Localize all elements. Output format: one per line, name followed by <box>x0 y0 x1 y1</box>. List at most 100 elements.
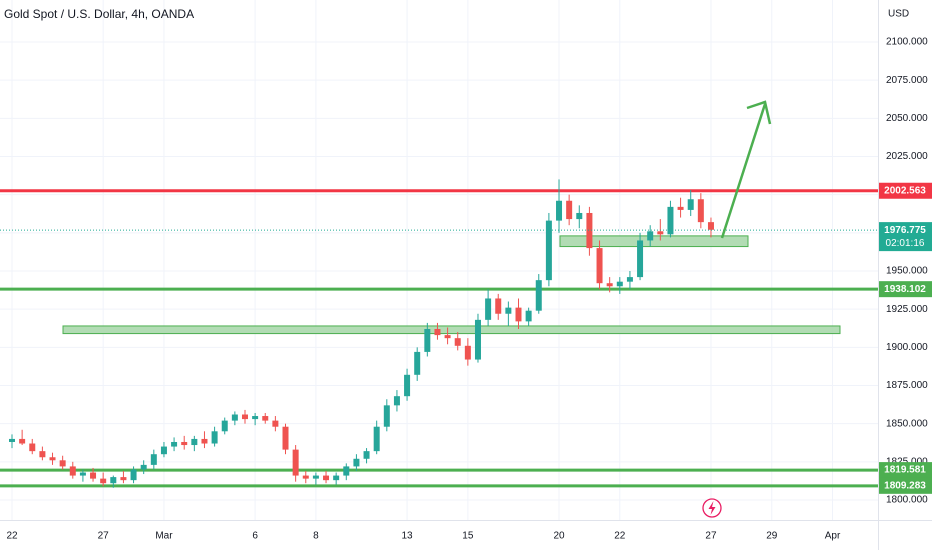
x-tick-label: 20 <box>553 531 565 542</box>
x-tick-label: 6 <box>252 531 258 542</box>
candle-body <box>181 441 188 446</box>
candle-body <box>424 329 431 352</box>
chart-title: Gold Spot / U.S. Dollar, 4h, OANDA <box>4 7 194 21</box>
zone <box>62 325 841 335</box>
candle-body <box>171 441 178 447</box>
candle-body <box>535 280 542 311</box>
event-icon[interactable] <box>702 498 722 518</box>
candle-body <box>576 212 583 220</box>
candle-body <box>69 466 76 476</box>
candle-body <box>404 374 411 397</box>
candle-body <box>545 220 552 281</box>
candle-body <box>596 248 603 284</box>
candle-body <box>262 416 269 421</box>
level-tag <box>879 477 932 494</box>
candle-body <box>59 460 66 467</box>
level-tag <box>879 281 932 298</box>
candle-body <box>110 477 117 484</box>
candle-body <box>474 319 481 360</box>
y-tick-label: 1875.000 <box>886 380 928 391</box>
y-tick-label: 2050.000 <box>886 113 928 124</box>
candle-body <box>363 451 370 459</box>
candle-body <box>505 307 512 314</box>
candle-body <box>343 466 350 476</box>
candle-body <box>485 298 492 320</box>
plot <box>0 179 878 488</box>
candle-body <box>90 472 97 479</box>
candle-body <box>323 475 330 481</box>
candle-body <box>353 458 360 467</box>
candle-body <box>383 405 390 427</box>
forecast-arrow <box>720 100 772 239</box>
x-tick-label: 8 <box>313 531 319 542</box>
candle-body <box>454 338 461 346</box>
last-price-tag <box>879 222 932 252</box>
y-tick-label: 1825.000 <box>886 456 928 467</box>
candle-body <box>697 199 704 223</box>
y-tick-label: 1900.000 <box>886 342 928 353</box>
candle-body <box>191 438 198 446</box>
y-tick-label: 1925.000 <box>886 304 928 315</box>
candle-body <box>231 414 238 421</box>
candle-body <box>616 281 623 287</box>
x-tick-label: 27 <box>98 531 110 542</box>
candle-body <box>606 283 613 287</box>
x-tick-label: 13 <box>402 531 414 542</box>
candle-body <box>49 457 56 461</box>
level-tag <box>879 182 932 199</box>
countdown-label: 02:01:16 <box>886 238 925 249</box>
candle-body <box>657 231 664 235</box>
x-tick-label: 27 <box>705 531 717 542</box>
level-label: 1809.283 <box>884 480 926 491</box>
currency-label: USD <box>888 9 909 20</box>
candle-body <box>120 477 127 481</box>
candle-body <box>556 200 563 221</box>
candle-body <box>707 222 714 230</box>
candle-body <box>241 414 248 420</box>
candle-body <box>515 307 522 322</box>
x-tick-label: 22 <box>614 531 626 542</box>
candle-body <box>393 396 400 406</box>
candle-body <box>160 446 167 455</box>
x-tick-label: 15 <box>462 531 474 542</box>
candle-body <box>272 420 279 427</box>
candle-body <box>414 351 421 375</box>
candle-body <box>464 345 471 360</box>
candle-body <box>252 416 259 420</box>
zone <box>559 235 749 248</box>
candle-body <box>100 478 107 484</box>
level-label: 1938.102 <box>884 284 926 295</box>
candle-body <box>667 206 674 235</box>
y-tick-label: 1950.000 <box>886 266 928 277</box>
x-tick-label: Apr <box>825 531 841 542</box>
candle-body <box>211 431 218 444</box>
candle-body <box>566 200 573 220</box>
candle-body <box>282 426 289 450</box>
y-tick-label: 1800.000 <box>886 495 928 506</box>
candle-body <box>444 335 451 339</box>
candle-body <box>586 212 593 249</box>
candle-body <box>201 438 208 444</box>
axes: 1800.000 1825.000 1850.000 1875.000 1900.000… <box>6 37 932 542</box>
candle-body <box>221 420 228 432</box>
candle-body <box>525 310 532 322</box>
candle-body <box>29 443 36 452</box>
candle-body <box>19 438 26 444</box>
candle-body <box>434 329 441 336</box>
candle-body <box>626 277 633 282</box>
level-tag <box>879 462 932 479</box>
candle-body <box>130 469 137 481</box>
candle-body <box>302 475 309 479</box>
x-tick-label: 29 <box>766 531 778 542</box>
candle-body <box>677 206 684 210</box>
candle-body <box>687 199 694 210</box>
x-tick-label: Mar <box>155 531 173 542</box>
candle-body <box>637 240 644 278</box>
candle-body <box>647 231 654 241</box>
candle-body <box>495 298 502 314</box>
candle-body <box>140 464 147 470</box>
y-tick-label: 2100.000 <box>886 37 928 48</box>
candle-body <box>333 475 340 481</box>
